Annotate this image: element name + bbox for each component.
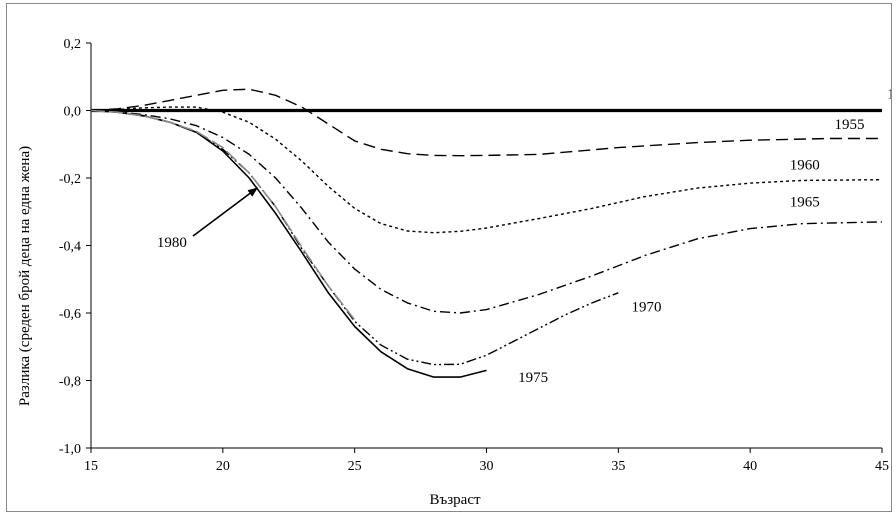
y-tick-label: -0,4	[59, 240, 81, 255]
series-line-1955	[90, 88, 882, 157]
annotation-arrow-1980	[192, 187, 258, 237]
x-tick-label: 40	[743, 459, 757, 474]
y-tick-label: -0,8	[59, 375, 81, 390]
x-tick-label: 45	[875, 459, 889, 474]
y-tick-label: -0,2	[59, 172, 81, 187]
series-label-1955: 1955	[835, 117, 865, 133]
annotation-group: 1950 1955 1960 1965 1970 1975 1980	[157, 87, 896, 387]
y-tick-label: 0,2	[64, 37, 82, 52]
series-line-1970	[90, 109, 619, 366]
axes: 0,2 0,0 -0,2 -0,4 -0,6 -0,8 -1,015 20 25 30 35 40 45	[59, 37, 889, 474]
y-tick-label: 0,0	[64, 105, 82, 120]
x-tick-label: 35	[611, 459, 625, 474]
series-label-1970: 1970	[632, 299, 662, 315]
x-tick-label: 25	[348, 459, 362, 474]
x-axis-title: Възраст	[429, 492, 481, 508]
series-label-1975: 1975	[518, 370, 548, 386]
y-axis-title: Разлика (среден брой деца на една жена)	[17, 146, 33, 406]
series-label-1960: 1960	[790, 158, 820, 174]
y-tick-label: -0,6	[59, 307, 81, 322]
series-line-1980	[90, 109, 356, 321]
series-label-1965: 1965	[790, 195, 820, 211]
series-label-1950: 1950	[887, 87, 891, 103]
x-tick-label: 30	[480, 459, 494, 474]
x-tick-label: 15	[84, 459, 98, 474]
series-line-1975	[90, 109, 487, 378]
x-tick-label: 20	[216, 459, 230, 474]
line-chart: 0,2 0,0 -0,2 -0,4 -0,6 -0,8 -1,015 20 25 30 35 40 45…	[17, 37, 896, 508]
chart-frame: 0,2 0,0 -0,2 -0,4 -0,6 -0,8 -1,0 15 20 25 30 35 40 45…	[6, 3, 896, 512]
y-tick-label: -1,0	[59, 442, 81, 457]
series-label-1980: 1980	[157, 235, 187, 251]
series-group	[90, 88, 883, 378]
series-line-1960	[90, 106, 883, 234]
